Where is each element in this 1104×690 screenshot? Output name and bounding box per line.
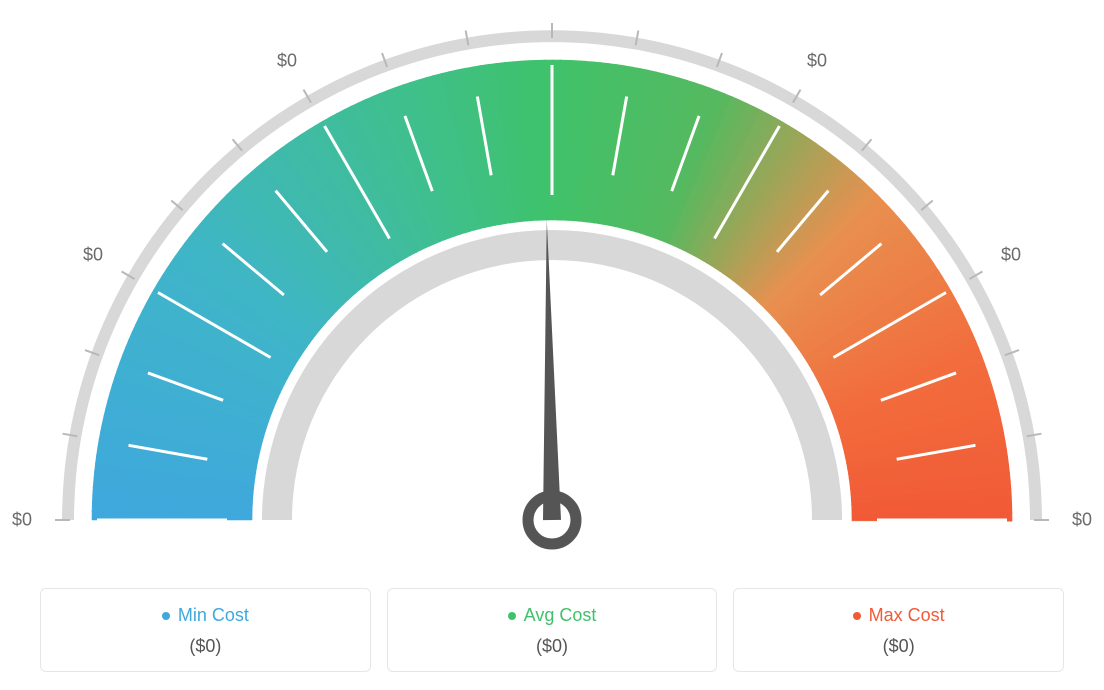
legend-title-avg: Avg Cost [508, 605, 597, 626]
gauge-needle [543, 220, 561, 520]
legend-value-max: ($0) [744, 636, 1053, 657]
gauge-tick-label: $0 [83, 245, 103, 266]
legend-card-max: Max Cost ($0) [733, 588, 1064, 672]
gauge-area: $0 $0 $0 $0 $0 $0 $0 [0, 0, 1104, 560]
legend-value-min: ($0) [51, 636, 360, 657]
legend-title-max: Max Cost [853, 605, 945, 626]
gauge-tick-label: $0 [1072, 510, 1092, 531]
legend-value-avg: ($0) [398, 636, 707, 657]
gauge-tick-label: $0 [542, 0, 562, 1]
legend-card-min: Min Cost ($0) [40, 588, 371, 672]
legend-card-avg: Avg Cost ($0) [387, 588, 718, 672]
gauge-svg [0, 0, 1104, 560]
gauge-tick-label: $0 [1001, 245, 1021, 266]
gauge-tick-label: $0 [12, 510, 32, 531]
gauge-tick-label: $0 [277, 51, 297, 72]
legend-title-min: Min Cost [162, 605, 249, 626]
gauge-tick-label: $0 [807, 51, 827, 72]
legend-row: Min Cost ($0) Avg Cost ($0) Max Cost ($0… [40, 588, 1064, 672]
gauge-cost-chart: $0 $0 $0 $0 $0 $0 $0 Min Cost ($0) Avg Cost ($… [0, 0, 1104, 690]
